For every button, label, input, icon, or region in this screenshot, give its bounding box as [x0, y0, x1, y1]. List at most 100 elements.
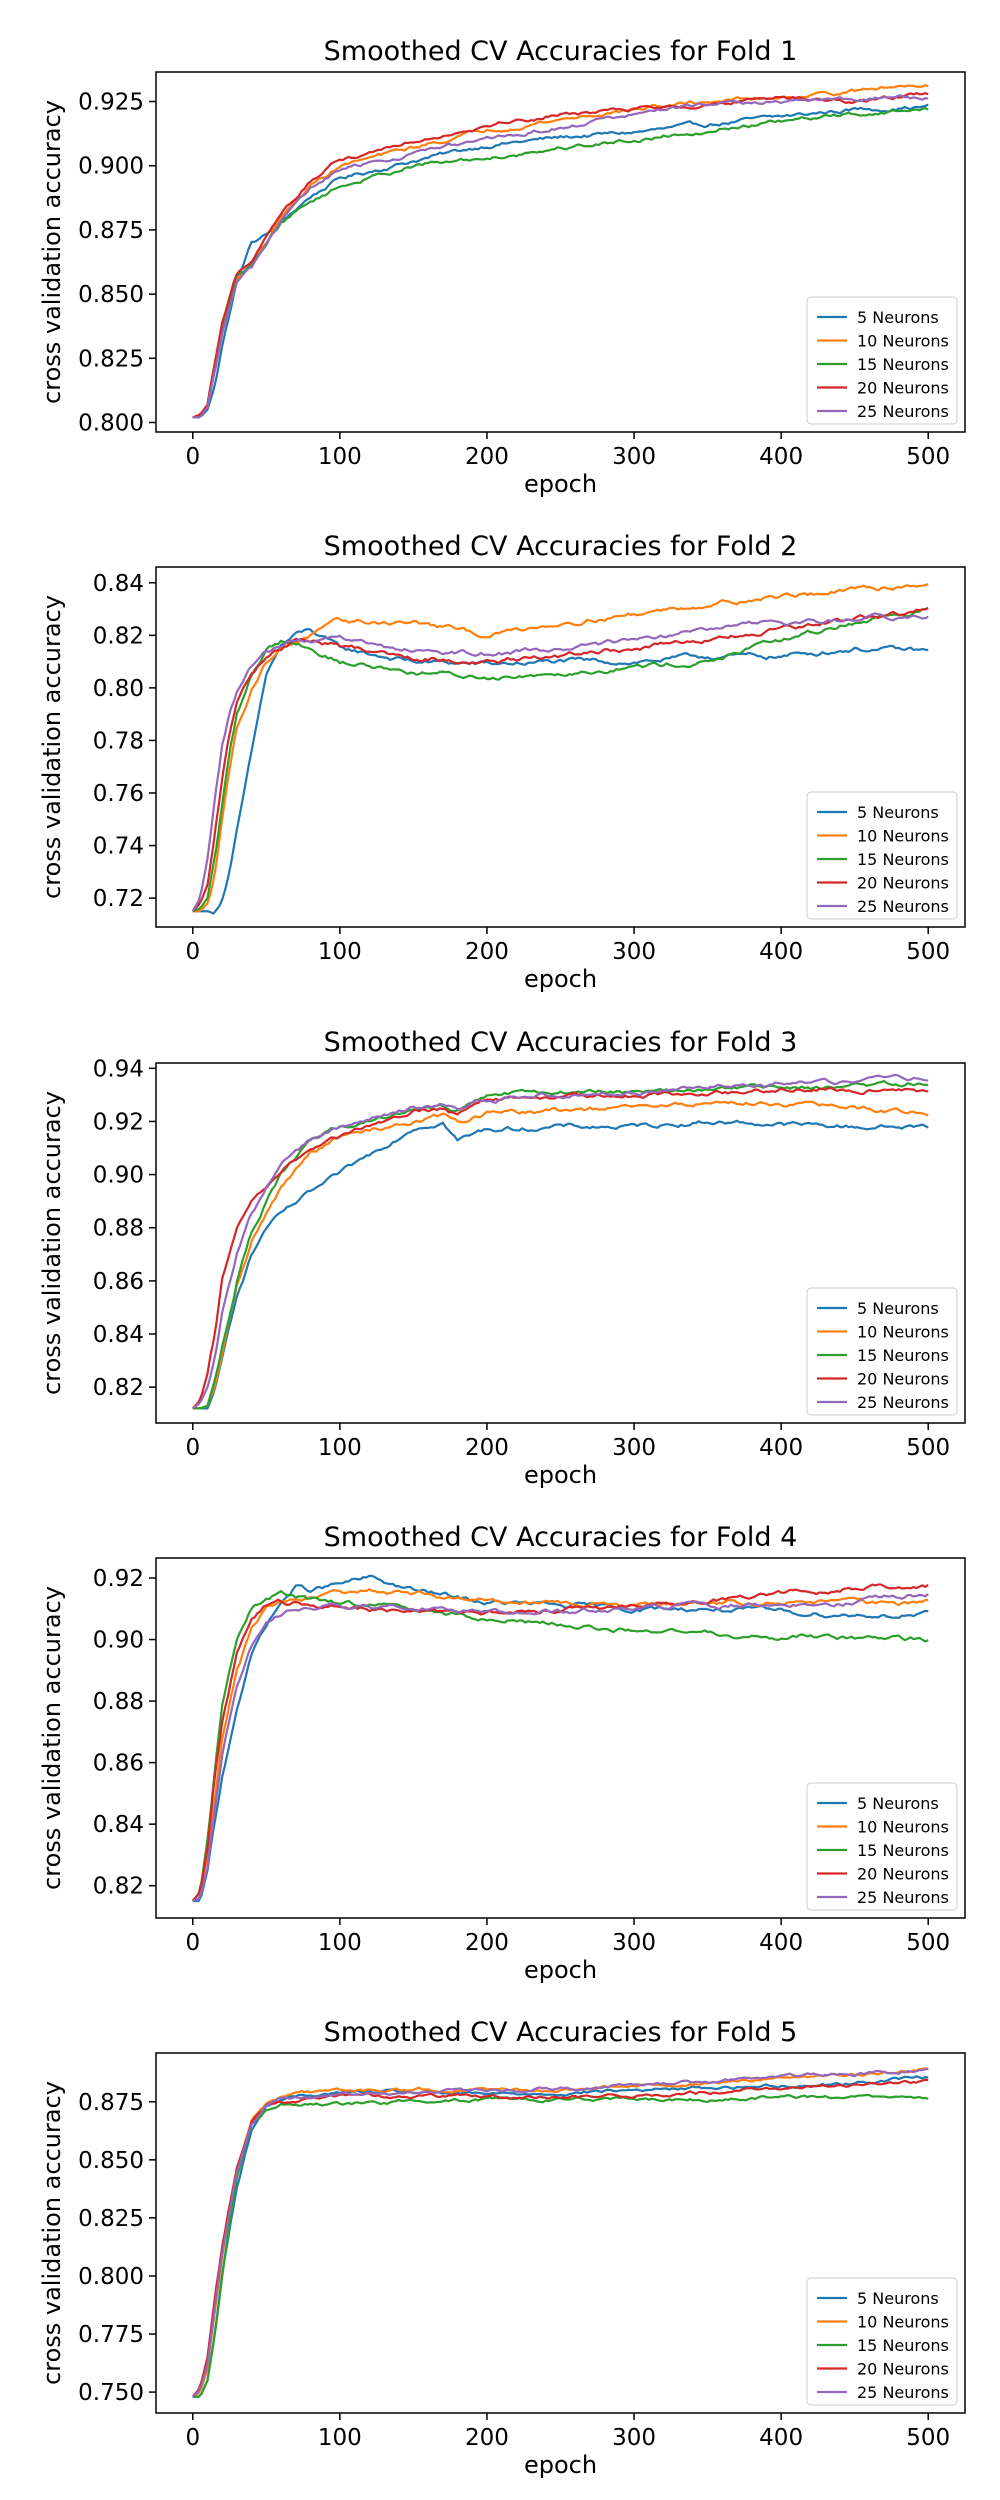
y-tick-label: 0.775 [78, 2322, 144, 2348]
x-axis-label: epoch [524, 965, 597, 993]
y-axis-label: cross validation accuracy [38, 2081, 66, 2385]
series-lines [191, 1073, 929, 1410]
chart-title: Smoothed CV Accuracies for Fold 3 [324, 1027, 798, 1058]
x-tick-label: 200 [465, 2425, 509, 2451]
y-tick-label: 0.82 [93, 1874, 144, 1900]
legend-entry: 10 Neurons [857, 2313, 949, 2332]
series-line-15-neurons [192, 607, 929, 913]
y-tick-label: 0.82 [93, 1375, 144, 1401]
y-tick-label: 0.850 [78, 2148, 144, 2174]
y-tick-label: 0.925 [78, 90, 144, 116]
x-tick-label: 300 [612, 2425, 656, 2451]
x-tick-label: 500 [906, 444, 950, 470]
plot-frame [155, 1557, 966, 1919]
chart-fold-4: Smoothed CV Accuracies for Fold 4 0 100 200… [38, 1522, 966, 1984]
series-line-10-neurons [192, 583, 929, 913]
y-tick-label: 0.90 [93, 1628, 144, 1654]
x-tick-label: 500 [906, 2425, 950, 2451]
legend-entry: 15 Neurons [857, 1346, 949, 1365]
x-tick-label: 0 [185, 1435, 200, 1461]
legend-entry: 20 Neurons [857, 1370, 949, 1389]
y-tick-label: 0.92 [93, 1566, 144, 1592]
x-axis-label: epoch [524, 2451, 597, 2479]
legend: 5 Neurons 10 Neurons 15 Neurons 20 Neurons 2… [806, 1782, 958, 1911]
plot-frame [155, 1062, 966, 1424]
y-tick-label: 0.74 [93, 834, 144, 860]
legend-entry: 25 Neurons [857, 402, 949, 421]
chart-title: Smoothed CV Accuracies for Fold 4 [324, 1522, 798, 1553]
x-tick-label: 100 [318, 1930, 362, 1956]
series-line-15-neurons [192, 107, 929, 419]
y-tick-label: 0.84 [93, 1322, 144, 1348]
legend-entry: 15 Neurons [857, 2336, 949, 2355]
legend-entry: 20 Neurons [857, 1865, 949, 1884]
legend-entry: 15 Neurons [857, 850, 949, 869]
legend-entry: 10 Neurons [857, 1818, 949, 1837]
series-line-5-neurons [192, 1119, 929, 1410]
x-tick-label: 300 [612, 1930, 656, 1956]
legend: 5 Neurons 10 Neurons 15 Neurons 20 Neurons 2… [806, 296, 958, 425]
y-tick-label: 0.90 [93, 1163, 144, 1189]
y-tick-label: 0.825 [78, 346, 144, 372]
series-line-5-neurons [192, 627, 929, 915]
x-tick-label: 200 [465, 444, 509, 470]
series-line-5-neurons [192, 1574, 929, 1903]
y-tick-label: 0.84 [93, 571, 144, 597]
y-axis-label: cross validation accuracy [38, 100, 66, 404]
legend-entry: 5 Neurons [857, 308, 939, 327]
plot-frame [155, 566, 966, 928]
x-tick-label: 400 [759, 939, 803, 965]
y-tick-label: 0.750 [78, 2380, 144, 2406]
y-tick-label: 0.84 [93, 1812, 144, 1838]
y-tick-label: 0.875 [78, 2090, 144, 2116]
series-line-25-neurons [192, 1593, 929, 1903]
y-tick-label: 0.86 [93, 1269, 144, 1295]
legend: 5 Neurons 10 Neurons 15 Neurons 20 Neurons 2… [806, 2277, 958, 2406]
x-tick-label: 400 [759, 1435, 803, 1461]
x-tick-label: 200 [465, 1930, 509, 1956]
legend-entry: 15 Neurons [857, 355, 949, 374]
y-tick-label: 0.78 [93, 728, 144, 754]
legend-entry: 20 Neurons [857, 874, 949, 893]
y-tick-label: 0.88 [93, 1216, 144, 1242]
x-tick-label: 100 [318, 939, 362, 965]
series-line-10-neurons [192, 84, 929, 419]
plot-frame [155, 2052, 966, 2414]
chart-fold-5: Smoothed CV Accuracies for Fold 5 0 100 200… [38, 2017, 966, 2479]
y-tick-label: 0.94 [93, 1056, 144, 1082]
series-line-15-neurons [191, 1590, 929, 1902]
x-tick-label: 100 [318, 2425, 362, 2451]
legend-entry: 20 Neurons [857, 379, 949, 398]
legend-entry: 25 Neurons [857, 1393, 949, 1412]
x-tick-label: 500 [906, 939, 950, 965]
legend-box [806, 791, 958, 920]
series-line-25-neurons [191, 612, 929, 912]
legend-entry: 5 Neurons [857, 1299, 939, 1318]
x-axis-label: epoch [524, 1956, 597, 1984]
legend-entry: 15 Neurons [857, 1841, 949, 1860]
chart-title: Smoothed CV Accuracies for Fold 1 [324, 36, 798, 67]
x-tick-label: 0 [185, 444, 200, 470]
x-tick-label: 500 [906, 1930, 950, 1956]
legend-entry: 5 Neurons [857, 2289, 939, 2308]
series-lines [191, 583, 929, 915]
y-tick-label: 0.86 [93, 1751, 144, 1777]
series-lines [192, 84, 929, 419]
y-tick-label: 0.800 [78, 410, 144, 436]
series-line-25-neurons [192, 1073, 929, 1410]
y-tick-label: 0.76 [93, 781, 144, 807]
x-tick-label: 500 [906, 1435, 950, 1461]
legend-entry: 20 Neurons [857, 2360, 949, 2379]
series-lines [191, 1574, 929, 1903]
plot-frame [155, 71, 966, 433]
y-axis-label: cross validation accuracy [38, 1091, 66, 1395]
chart-fold-3: Smoothed CV Accuracies for Fold 3 0 100 200… [38, 1027, 966, 1489]
x-tick-label: 300 [612, 1435, 656, 1461]
legend-entry: 5 Neurons [857, 1794, 939, 1813]
legend-entry: 25 Neurons [857, 897, 949, 916]
y-tick-label: 0.88 [93, 1689, 144, 1715]
x-tick-label: 400 [759, 1930, 803, 1956]
y-tick-label: 0.82 [93, 623, 144, 649]
y-axis-label: cross validation accuracy [38, 595, 66, 899]
